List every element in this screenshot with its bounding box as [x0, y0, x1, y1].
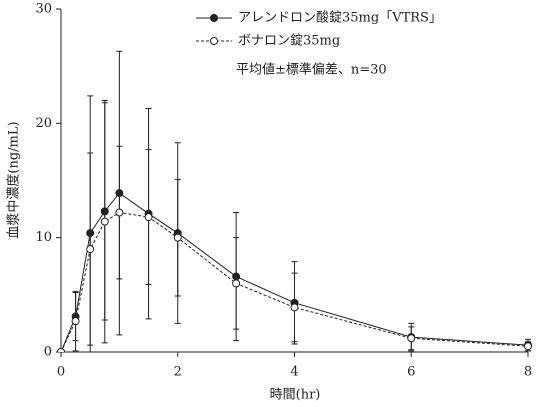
- x-axis-label: 時間(hr): [270, 388, 321, 403]
- data-point: [57, 348, 65, 352]
- x-tick-label: 8: [524, 365, 532, 380]
- y-tick-label: 10: [35, 230, 52, 245]
- y-tick-label: 30: [35, 2, 52, 17]
- data-point: [290, 303, 299, 312]
- y-tick-label: 0: [44, 345, 52, 360]
- legend-marker: [210, 37, 218, 45]
- data-point: [86, 245, 95, 254]
- data-point: [100, 217, 109, 226]
- annotation: 平均値±標準偏差、n=30: [236, 62, 387, 78]
- legend-label: アレンドロン酸錠35mg「VTRS」: [238, 11, 442, 26]
- y-axis-label: 血漿中濃度(ng/mL): [6, 121, 22, 238]
- x-tick-label: 4: [290, 365, 298, 380]
- legend-label: ボナロン錠35mg: [238, 34, 340, 49]
- data-point: [232, 279, 241, 288]
- x-tick-label: 2: [174, 365, 182, 380]
- y-tick-label: 20: [35, 116, 52, 131]
- data-point: [173, 233, 182, 242]
- legend-marker: [210, 14, 218, 22]
- plot-area: [57, 50, 532, 352]
- data-point: [407, 334, 416, 343]
- data-point: [144, 213, 153, 222]
- x-tick-label: 0: [57, 365, 65, 380]
- data-point: [71, 317, 80, 326]
- x-tick-label: 6: [407, 365, 415, 380]
- data-point: [115, 208, 124, 217]
- data-point: [524, 342, 532, 351]
